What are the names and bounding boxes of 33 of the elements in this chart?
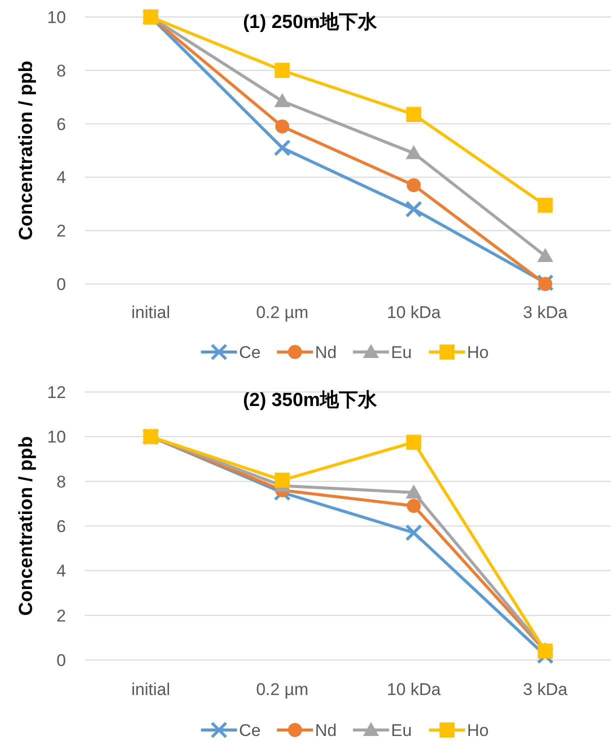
x-tick-label: initial	[131, 303, 170, 322]
legend-label: Ce	[239, 721, 261, 740]
legend-label: Eu	[391, 343, 412, 362]
y-axis-title: Concentration / ppb	[16, 60, 37, 240]
chart-title: (2) 350m地下水	[242, 389, 378, 411]
y-tick-label: 12	[47, 383, 66, 402]
y-axis-title: Concentration / ppb	[16, 436, 37, 616]
y-tick-label: 8	[56, 472, 66, 492]
y-tick-label: 2	[56, 606, 66, 626]
x-tick-label: 10 kDa	[386, 303, 442, 322]
legend-label: Nd	[315, 343, 337, 362]
legend-label: Eu	[391, 721, 412, 740]
x-tick-label: 0.2 µm	[256, 680, 308, 699]
y-tick-label: 6	[56, 517, 66, 536]
y-tick-label: 4	[56, 168, 66, 188]
y-tick-label: 10	[47, 428, 66, 447]
x-tick-label: 3 kDa	[523, 680, 568, 699]
x-tick-label: 3 kDa	[523, 303, 568, 322]
legend-label: Ho	[467, 343, 489, 362]
y-tick-label: 2	[56, 222, 66, 241]
chart-title: (1) 250m地下水	[242, 11, 378, 33]
x-tick-label: 10 kDa	[386, 680, 442, 699]
legend-label: Ho	[467, 721, 489, 740]
y-tick-label: 0	[56, 651, 66, 670]
y-tick-label: 10	[47, 8, 66, 27]
y-tick-label: 4	[56, 562, 66, 581]
x-tick-label: 0.2 µm	[256, 303, 308, 322]
y-tick-label: 8	[56, 61, 66, 80]
y-tick-label: 6	[56, 114, 66, 134]
legend-label: Nd	[315, 721, 337, 740]
x-tick-label: initial	[131, 680, 170, 699]
y-tick-label: 0	[56, 275, 66, 294]
legend-label: Ce	[239, 343, 261, 362]
